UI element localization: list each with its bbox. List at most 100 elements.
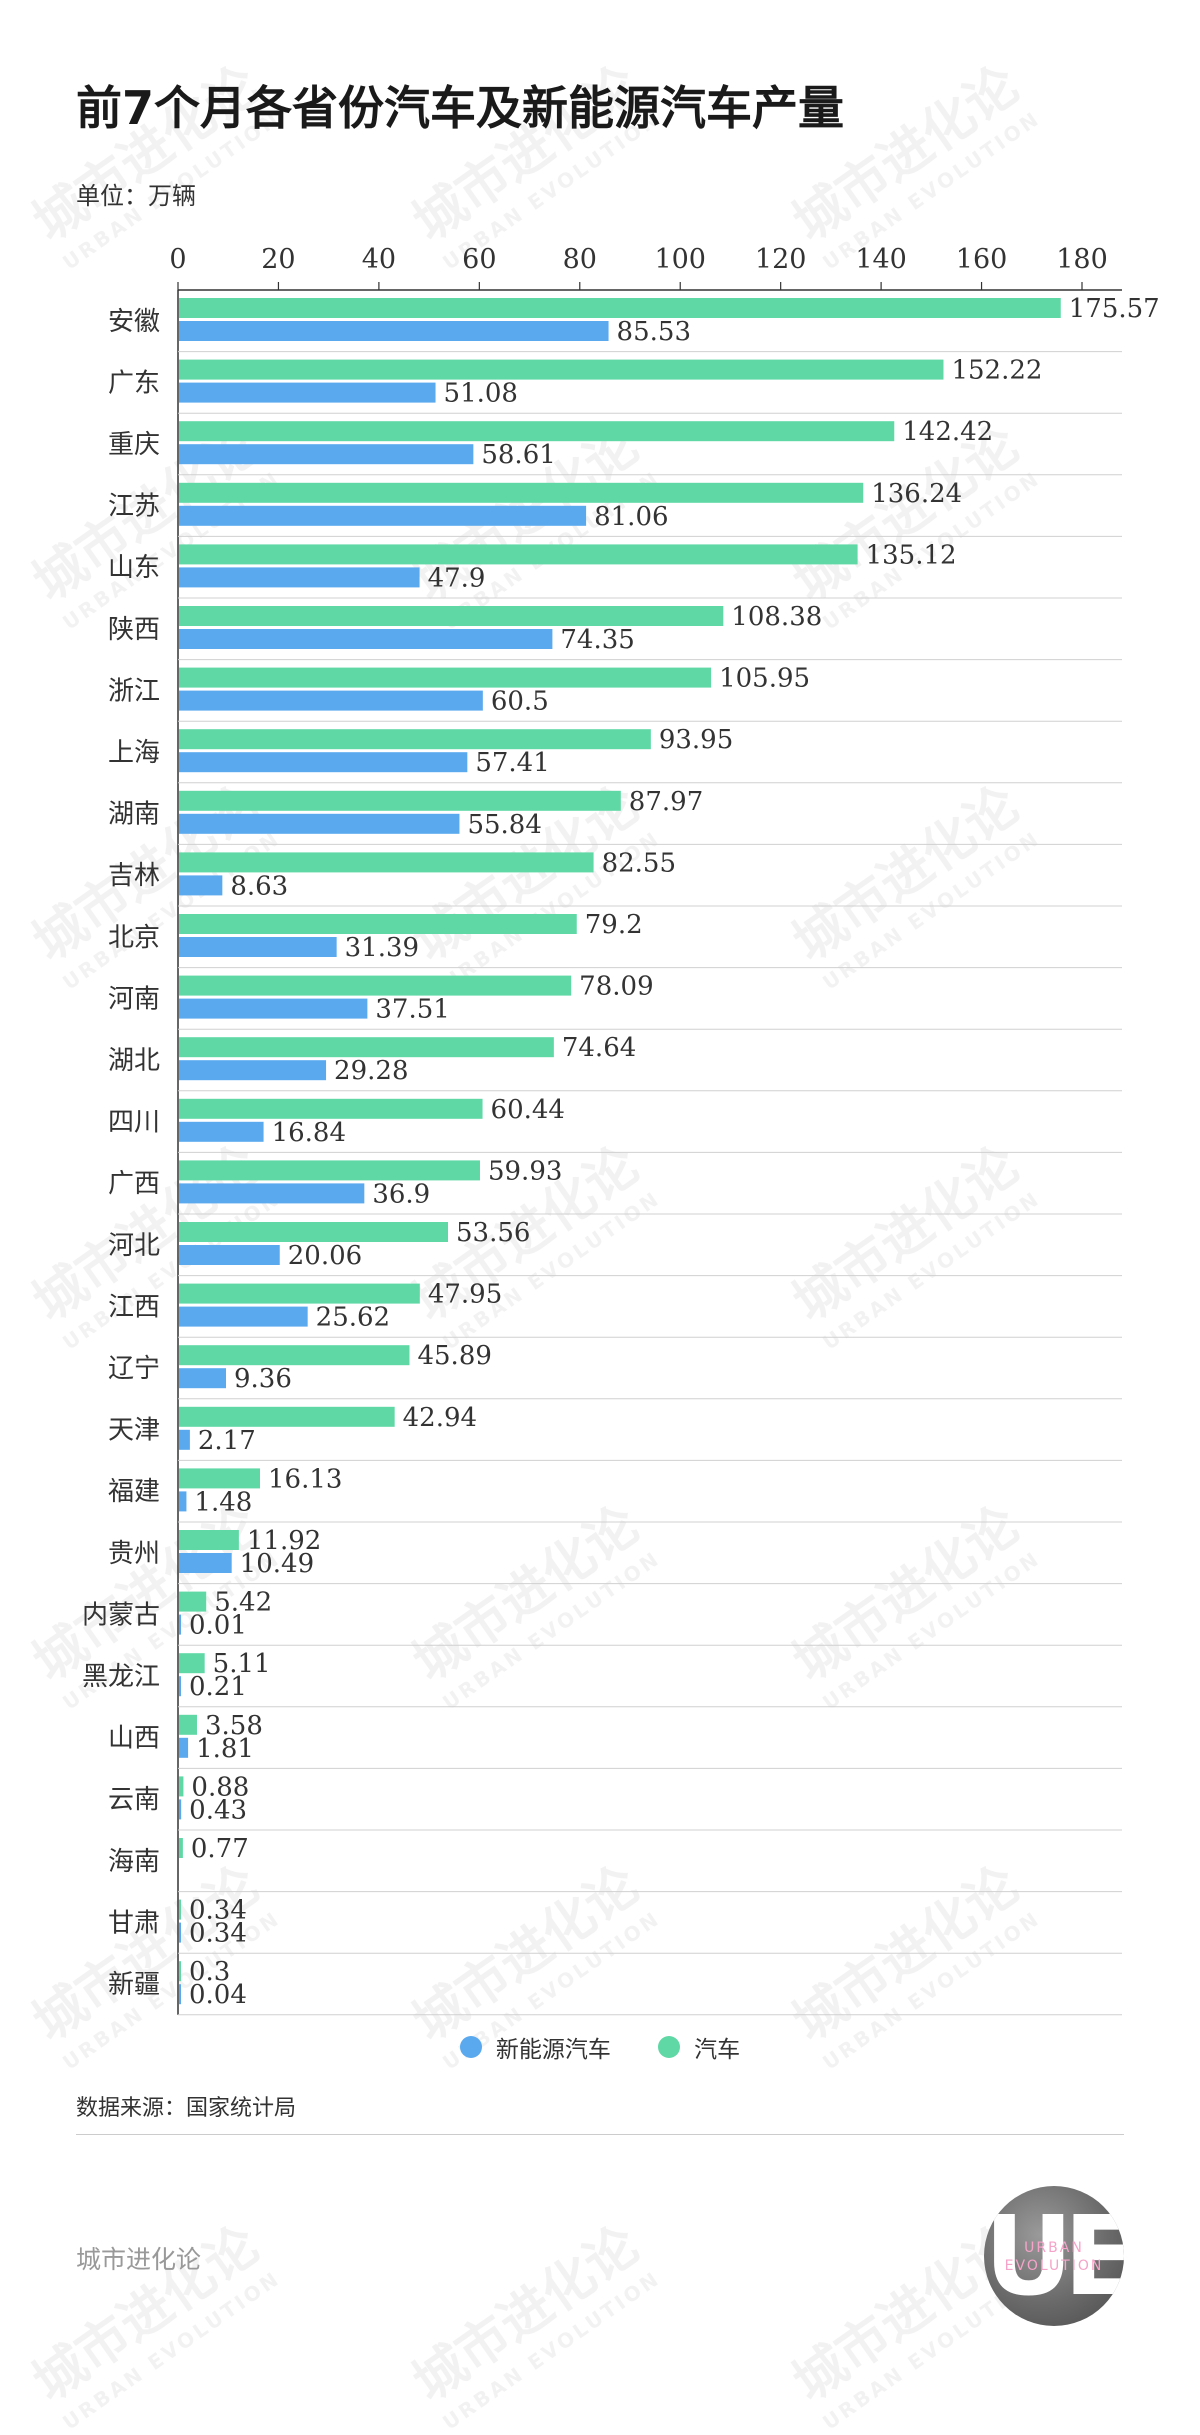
category-label: 四川 [108,1108,160,1138]
value-label-car: 16.13 [268,1464,342,1494]
logo-text-evolution: EVOLUTION [1004,2258,1104,2274]
value-label-car: 175.57 [1069,294,1160,324]
value-label-car: 93.95 [659,725,733,755]
category-label: 重庆 [108,430,160,460]
bar-car [179,790,621,811]
value-label-nev: 10.49 [240,1549,314,1579]
value-label-nev: 25.62 [316,1303,390,1333]
x-tick-label: 60 [462,244,496,275]
value-label-nev: 0.34 [189,1919,247,1949]
bar-car [179,667,712,688]
value-label-car: 142.42 [902,417,993,447]
category-label: 内蒙古 [82,1600,160,1630]
logo-text-urban: URBAN [1024,2240,1084,2256]
bar-nev [179,1984,181,2005]
x-tick-label: 80 [563,244,597,275]
bar-car [179,914,577,934]
bar-nev [179,505,587,526]
value-label-car: 59.93 [488,1156,562,1186]
value-label-nev: 0.04 [189,1980,247,2010]
bar-nev [179,321,609,341]
value-label-nev: 2.17 [198,1426,256,1456]
x-tick-label: 180 [1056,244,1108,275]
category-label: 江苏 [108,492,160,522]
value-label-car: 0.77 [191,1834,249,1864]
bar-car [179,482,864,503]
bar-nev [179,1368,227,1389]
value-label-nev: 57.41 [475,748,549,778]
bar-nev [179,937,337,957]
category-label: 黑龙江 [82,1662,160,1692]
category-label: 江西 [108,1292,160,1322]
bar-nev [179,1614,181,1635]
category-label: 天津 [108,1416,160,1446]
value-label-car: 82.55 [602,848,676,878]
bar-car [179,1222,448,1242]
value-label-car: 53.56 [456,1218,530,1248]
value-label-car: 87.97 [629,787,703,817]
bar-nev [179,1737,189,1758]
unit-label: 单位：万辆 [76,182,196,210]
x-tick-label: 20 [261,244,295,275]
chart-legend: 新能源汽车 汽车 [0,2030,1200,2064]
category-label: 河南 [108,984,160,1014]
category-label: 山东 [108,553,160,583]
data-source: 数据来源：国家统计局 [76,2096,297,2121]
logo-letters: UE [984,2192,1124,2320]
category-label: 山西 [108,1724,160,1754]
value-label-car: 5.42 [214,1588,272,1618]
bar-nev [179,690,483,711]
bar-car [179,1283,420,1304]
bar-car [179,1098,483,1119]
value-label-nev: 81.06 [594,502,668,532]
x-tick-label: 100 [654,244,706,275]
x-tick-label: 120 [755,244,807,275]
value-label-nev: 16.84 [272,1118,346,1148]
value-label-nev: 47.9 [428,563,486,593]
value-label-nev: 37.51 [375,995,449,1025]
bar-car [179,852,594,873]
legend-label-car: 汽车 [694,2037,741,2063]
category-label: 云南 [108,1785,160,1815]
bar-nev [179,998,368,1019]
bar-car [179,1653,205,1674]
category-label: 湖南 [108,800,160,830]
watermark-subtext: URBAN EVOLUTION [438,2265,665,2435]
bar-car [179,298,1061,318]
value-label-nev: 55.84 [467,810,541,840]
bar-nev [179,1491,187,1512]
value-label-nev: 9.36 [234,1364,292,1394]
legend-item-nev: 新能源汽车 [459,2030,611,2064]
bar-car [179,1160,480,1181]
value-label-car: 60.44 [491,1095,565,1125]
value-label-car: 136.24 [871,479,962,509]
bar-nev [179,382,436,403]
value-label-car: 42.94 [403,1403,477,1433]
value-label-nev: 31.39 [345,933,419,963]
bar-car [179,1776,184,1797]
category-label: 上海 [108,738,160,768]
bar-car [179,1591,207,1612]
bar-car [179,729,651,750]
bar-nev [179,1245,280,1265]
bar-car [179,1406,395,1427]
bar-nev [179,875,223,896]
bar-car [179,606,724,626]
value-label-car: 108.38 [731,602,822,632]
category-label: 陕西 [108,615,160,645]
value-label-car: 0.34 [189,1896,247,1926]
category-label: 北京 [108,923,160,953]
bar-car [179,544,858,565]
bar-car [179,421,895,442]
value-label-nev: 8.63 [230,871,288,901]
value-label-nev: 20.06 [288,1241,362,1271]
bar-nev [179,1121,264,1142]
value-label-car: 3.58 [205,1711,263,1741]
category-label: 辽宁 [108,1354,160,1384]
bar-nev [179,1183,365,1204]
value-label-nev: 58.61 [481,440,555,470]
value-label-car: 79.2 [585,910,643,940]
category-label: 广东 [108,368,160,398]
